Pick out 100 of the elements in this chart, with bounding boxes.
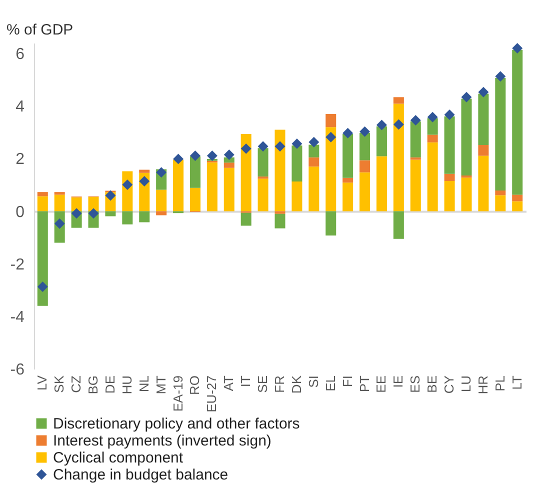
- bar: [376, 126, 387, 156]
- point: [326, 132, 336, 142]
- bar: [258, 148, 268, 177]
- bar: [173, 160, 184, 212]
- bar: [495, 195, 506, 212]
- x-tick-label: FI: [340, 376, 355, 388]
- bar: [139, 170, 150, 173]
- point: [190, 150, 200, 162]
- bar: [461, 98, 472, 176]
- bar: [156, 190, 167, 212]
- bar: [427, 142, 438, 212]
- x-tick-label: MT: [153, 375, 168, 394]
- bar: [512, 201, 523, 212]
- bar: [461, 178, 472, 212]
- bar: [444, 174, 455, 182]
- point: [274, 141, 286, 152]
- x-tick-label: EL: [322, 376, 338, 392]
- point: [37, 281, 48, 292]
- bar: [326, 127, 336, 212]
- x-tick-label: PL: [492, 376, 508, 392]
- bar: [478, 94, 489, 146]
- bar: [240, 212, 252, 226]
- bar: [54, 194, 65, 212]
- bar: [410, 121, 421, 158]
- y-tick-label: 2: [16, 151, 25, 168]
- point: [88, 208, 99, 219]
- bar: [512, 50, 523, 195]
- point: [224, 149, 234, 160]
- point: [444, 110, 455, 120]
- bar: [360, 160, 370, 172]
- point: [478, 86, 489, 98]
- point: [495, 71, 506, 82]
- x-tick-label: FR: [272, 376, 287, 393]
- bar: [122, 211, 133, 224]
- bar: [342, 134, 354, 178]
- bar: [71, 197, 82, 212]
- x-tick-label: LT: [509, 375, 524, 390]
- bar: [88, 196, 99, 212]
- point: [393, 119, 404, 130]
- point: [427, 112, 438, 122]
- x-tick-label: DK: [288, 375, 304, 394]
- x-tick-label: IE: [390, 375, 406, 388]
- bar: [342, 182, 354, 212]
- bar: [427, 118, 438, 135]
- x-tick-label: ES: [408, 375, 423, 393]
- legend-label: Cyclical component: [53, 450, 184, 466]
- bar: [274, 211, 286, 214]
- bar: [37, 196, 48, 212]
- bar: [444, 181, 455, 212]
- bar: [224, 168, 234, 212]
- y-tick-label: -4: [10, 308, 25, 326]
- bar: [37, 192, 48, 196]
- bar: [393, 211, 404, 239]
- bar: [274, 130, 286, 212]
- point: [461, 92, 472, 102]
- x-tick-label: DE: [102, 375, 118, 394]
- bar: [308, 166, 320, 212]
- point: [410, 115, 421, 126]
- point: [105, 190, 116, 201]
- bar: [478, 156, 489, 212]
- point: [240, 143, 252, 154]
- y-tick-label: 4: [16, 98, 25, 116]
- x-tick-label: AT: [221, 375, 236, 392]
- bar: [495, 190, 506, 196]
- bar: [240, 134, 252, 212]
- x-tick-label: CZ: [68, 375, 84, 393]
- bar: [512, 194, 523, 202]
- bar: [393, 104, 404, 212]
- bar: [326, 114, 336, 128]
- point: [342, 128, 354, 138]
- bar: [190, 156, 200, 188]
- point: [258, 141, 268, 152]
- bar: [410, 160, 421, 212]
- bar: [258, 178, 268, 212]
- bar: [206, 162, 218, 212]
- bar: [393, 97, 404, 104]
- bar: [224, 162, 234, 168]
- x-tick-label: EE: [374, 375, 389, 393]
- x-tick-label: LV: [34, 375, 50, 390]
- y-axis-title: % of GDP: [6, 22, 74, 38]
- point: [360, 126, 370, 137]
- x-tick-label: CY: [442, 375, 457, 394]
- x-tick-label: HR: [475, 376, 490, 394]
- bar: [360, 132, 370, 160]
- x-tick-label: EA-19: [170, 376, 186, 412]
- legend-label: Interest payments (inverted sign): [53, 432, 272, 450]
- legend-label: Discretionary policy and other factors: [53, 416, 300, 432]
- bar: [376, 156, 387, 212]
- point: [308, 136, 320, 148]
- point: [173, 154, 184, 164]
- x-tick-label: RO: [187, 376, 202, 395]
- x-tick-label: PT: [356, 375, 372, 392]
- bar: [105, 211, 116, 216]
- bar: [292, 146, 302, 182]
- bar: [478, 145, 489, 156]
- bar: [444, 116, 455, 174]
- bar: [308, 157, 320, 167]
- x-tick-label: NL: [136, 376, 152, 392]
- x-tick-label: SE: [255, 375, 270, 393]
- bar: [360, 172, 370, 212]
